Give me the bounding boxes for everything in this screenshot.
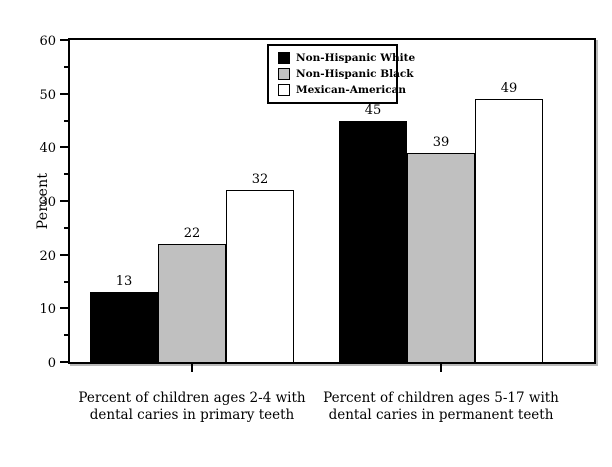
x-category-label-1: Percent of children ages 2-4 with dental … [47, 390, 337, 424]
y-axis-tick-label: 20 [39, 248, 56, 264]
bar-value-label: 13 [115, 274, 133, 290]
bar-value-label: 49 [500, 81, 518, 96]
x-axis-tick [191, 364, 193, 372]
bar-value-label: 32 [251, 172, 269, 188]
y-axis-minor-tick [64, 280, 69, 283]
x-category-label-2: Percent of children ages 5-17 with dental… [296, 390, 586, 424]
y-axis-tick-label: 30 [39, 195, 56, 210]
bar-group-2: 45 39 49 [339, 81, 543, 362]
y-axis-major-tick [60, 361, 69, 363]
bar-non-hispanic-black: 39 [407, 135, 475, 362]
y-axis-minor-tick [64, 226, 69, 229]
x-category-label-line: Percent of children ages 2-4 with [78, 390, 306, 406]
y-axis-minor-tick [64, 334, 69, 337]
y-axis-major-tick [60, 253, 69, 256]
x-category-label-line: Percent of children ages 5-17 with [323, 390, 559, 406]
x-category-label-line: dental caries in primary teeth [89, 406, 295, 423]
legend-swatch-icon [278, 84, 290, 96]
y-axis-major-tick [60, 200, 69, 202]
y-axis-major-tick [60, 307, 69, 310]
bar-value-label: 45 [364, 102, 382, 118]
x-category-label-line: dental caries in permanent teeth [328, 406, 554, 423]
y-axis-minor-tick [64, 119, 69, 122]
legend-item: Non-Hispanic Black [278, 67, 414, 81]
y-axis-tick-label: 10 [39, 302, 56, 318]
legend-label: Mexican-American [296, 84, 407, 96]
bar-value-label: 39 [432, 134, 450, 150]
legend: Non-Hispanic White Non-Hispanic Black Mexi… [267, 44, 415, 104]
legend-swatch-icon [278, 52, 290, 64]
y-axis-tick-label: 50 [39, 87, 56, 103]
y-axis-minor-tick [64, 173, 69, 176]
bar-non-hispanic-black: 22 [158, 226, 226, 362]
y-axis-tick-label: 0 [47, 356, 56, 371]
bar-value-label: 22 [183, 225, 201, 241]
legend-item: Non-Hispanic White [278, 51, 415, 65]
bar-mexican-american: 32 [226, 172, 294, 362]
y-axis-tick-label: 40 [39, 141, 56, 157]
legend-item: Mexican-American [278, 83, 406, 97]
bar-non-hispanic-white: 45 [339, 103, 407, 362]
legend-label: Non-Hispanic Black [296, 68, 414, 80]
bar-group-1: 13 22 32 [90, 172, 294, 362]
y-axis-major-tick [60, 146, 69, 149]
y-axis-major-tick [60, 39, 69, 41]
bar-non-hispanic-white: 13 [90, 274, 158, 362]
y-axis-minor-tick [64, 65, 69, 68]
bar-mexican-american: 49 [475, 81, 543, 362]
y-axis-tick-label: 60 [39, 34, 56, 49]
x-axis-tick [440, 364, 442, 372]
legend-swatch-icon [278, 68, 290, 80]
legend-label: Non-Hispanic White [296, 52, 416, 64]
y-axis-major-tick [60, 92, 69, 95]
